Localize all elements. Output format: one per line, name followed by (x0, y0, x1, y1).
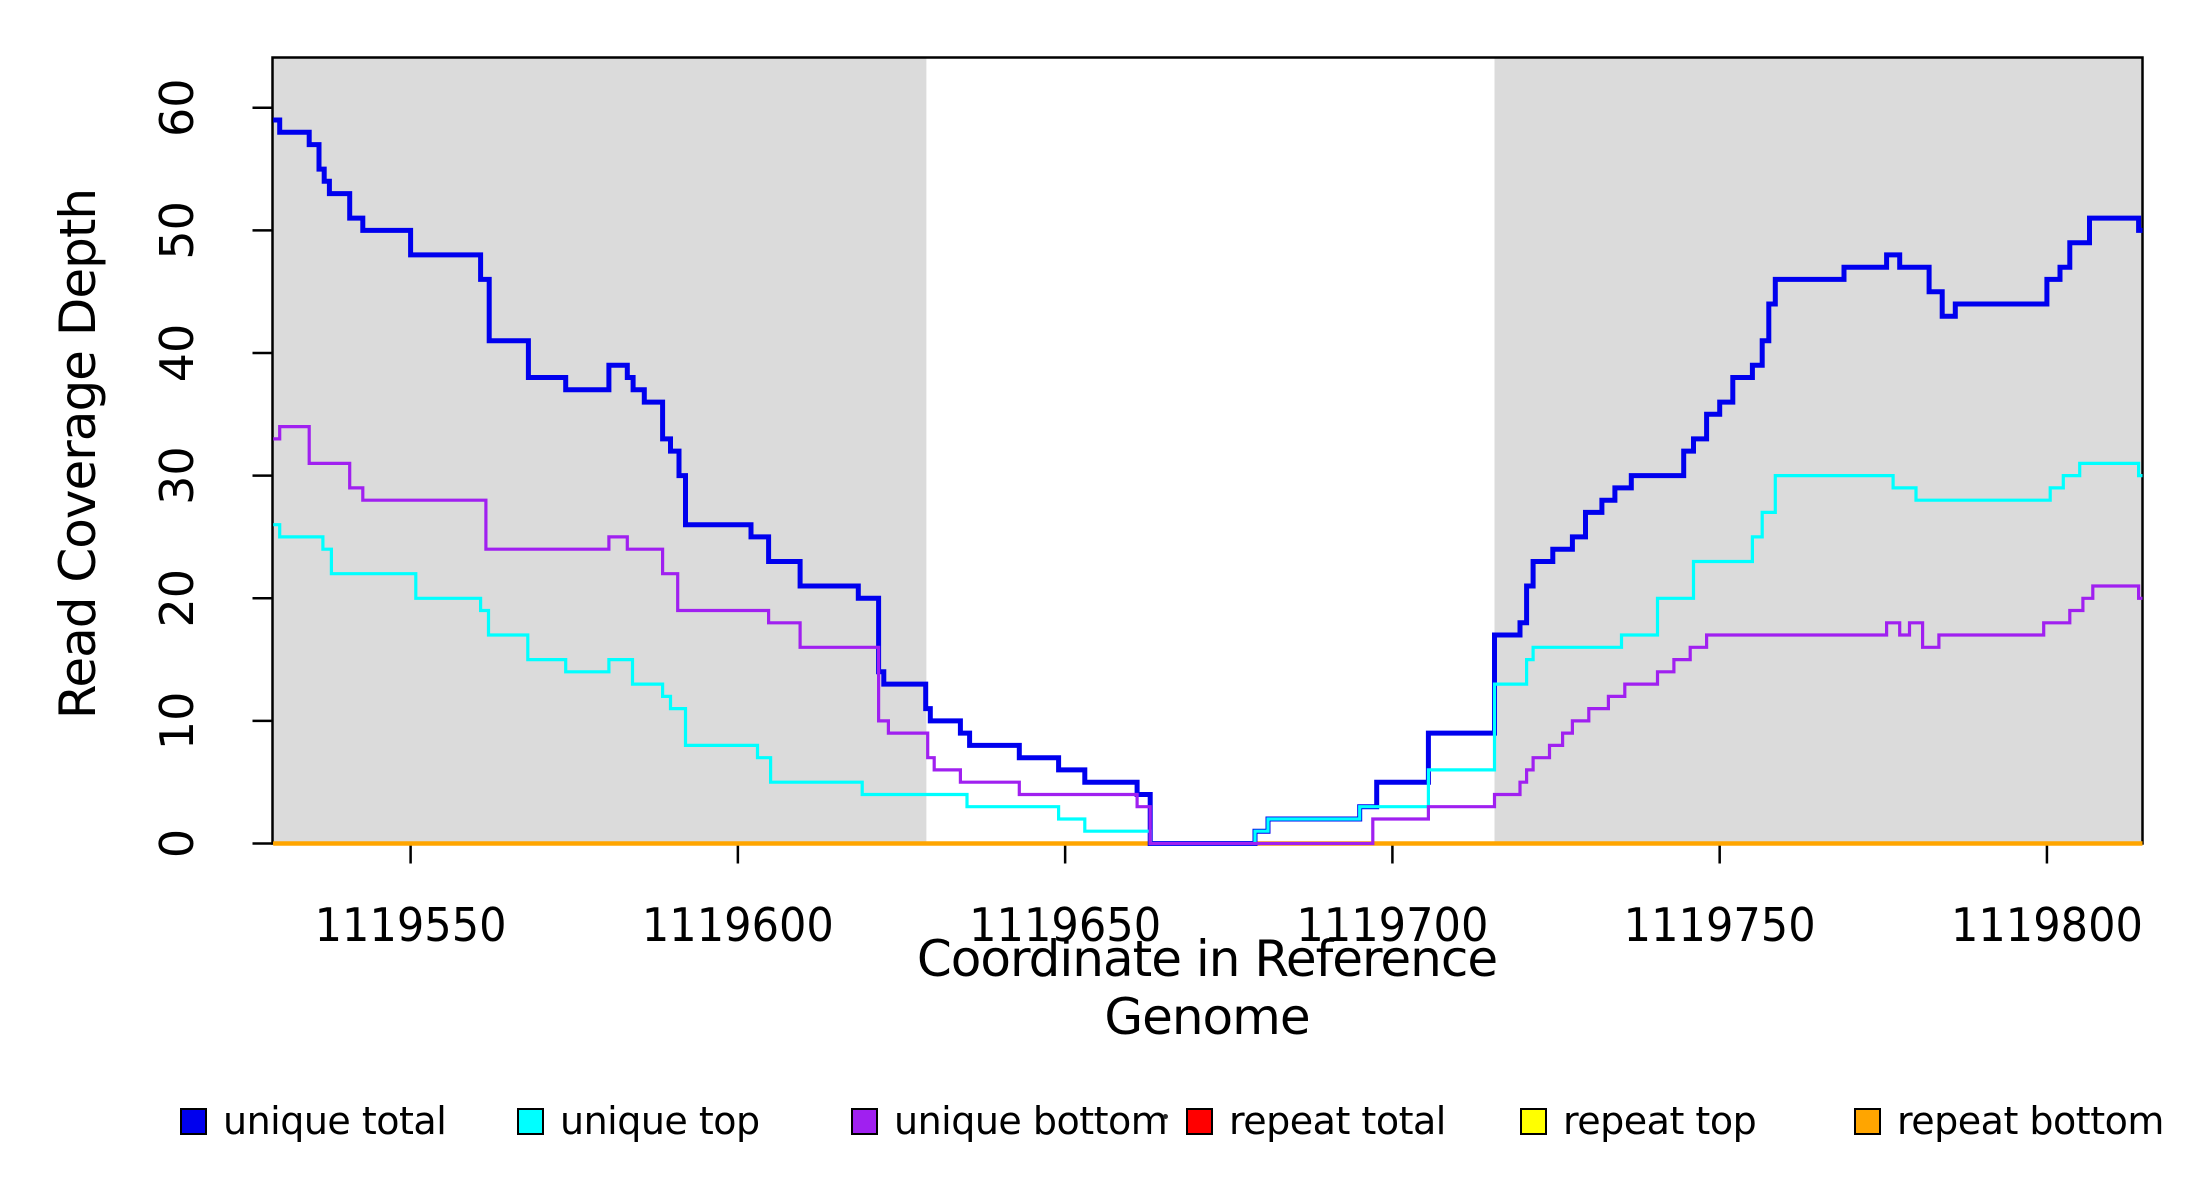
x-tick-label: 1119550 (315, 898, 507, 952)
x-tick-label: 1119600 (642, 898, 834, 952)
y-tick-label: 10 (150, 692, 204, 751)
y-axis-title: Read Coverage Depth (49, 188, 107, 720)
x-axis-title: Coordinate in Reference Genome (916, 930, 1498, 1046)
legend-swatch-repeat-top (1520, 1107, 1547, 1135)
legend-swatch-unique-total (180, 1107, 207, 1135)
legend-swatch-unique-top (517, 1107, 544, 1135)
legend-item-unique-total: unique total (180, 1099, 447, 1143)
legend: unique total unique top unique bottom repea… (0, 1099, 2200, 1150)
legend-swatch-repeat-total (1186, 1107, 1213, 1135)
legend-item-repeat-top: repeat top (1520, 1099, 1757, 1143)
y-tick-label: 60 (150, 79, 204, 138)
series-unique-bottom (273, 425, 2143, 846)
y-tick-label: 20 (150, 569, 204, 628)
y-tick-label: 0 (150, 829, 204, 858)
legend-item-unique-bottom: unique bottom (851, 1099, 1168, 1143)
legend-label: unique top (560, 1099, 760, 1143)
x-tick-label: 1119800 (1951, 898, 2143, 952)
shaded-repeat-region (272, 57, 927, 844)
y-tick-label: 30 (150, 446, 204, 505)
x-tick-label: 1119650 (969, 898, 1161, 952)
y-tick-label: 50 (150, 201, 204, 260)
legend-item-repeat-total: repeat total (1186, 1099, 1446, 1143)
legend-label: unique bottom (894, 1099, 1168, 1143)
legend-label: unique total (223, 1099, 447, 1143)
x-tick-label: 1119750 (1624, 898, 1816, 952)
legend-label: repeat top (1563, 1099, 1757, 1143)
legend-swatch-repeat-bottom (1854, 1107, 1881, 1135)
x-tick-label: 1119700 (1296, 898, 1488, 952)
legend-item-unique-top: unique top (517, 1099, 760, 1143)
legend-swatch-unique-bottom (851, 1107, 878, 1135)
stray-dot (1163, 1114, 1168, 1119)
y-tick-label: 40 (150, 324, 204, 383)
legend-label: repeat total (1229, 1099, 1446, 1143)
legend-item-repeat-bottom: repeat bottom (1854, 1099, 2164, 1143)
shaded-repeat-region (1494, 57, 2143, 844)
legend-label: repeat bottom (1897, 1099, 2164, 1143)
